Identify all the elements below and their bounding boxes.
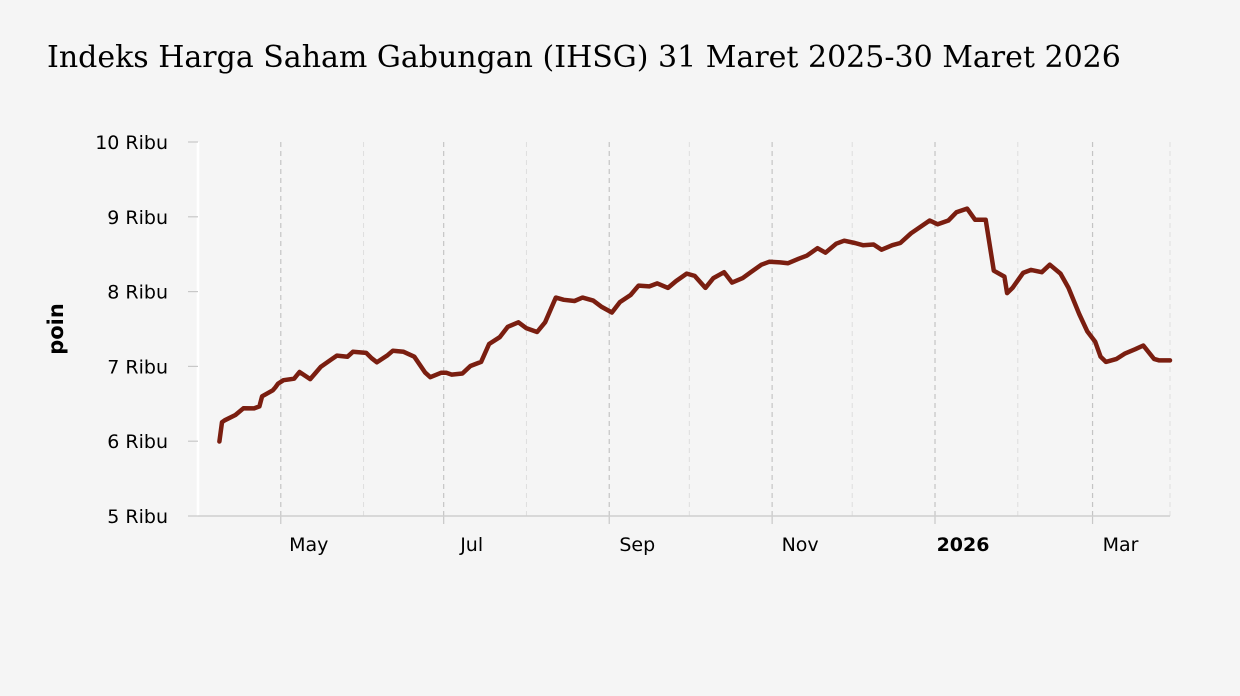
x-tick-label: Nov [782,534,819,556]
series-layer [217,206,1173,444]
y-tick-label: 5 Ribu [107,506,168,528]
y-tick-label: 7 Ribu [107,356,168,378]
y-axis-title: poin [44,303,68,355]
y-tick-label: 10 Ribu [95,132,168,154]
x-tick-label: Jul [459,534,483,556]
y-axis-ticks: 5 Ribu 6 Ribu 7 Ribu 8 Ribu 9 Ribu 10 Ribu [95,132,168,528]
x-tick-label: 2026 [937,534,990,556]
axes [188,141,1170,524]
gridlines [280,142,1171,516]
x-tick-label: Sep [619,534,655,556]
y-tick-label: 8 Ribu [107,282,168,304]
x-tick-label: May [289,534,328,556]
y-tick-label: 9 Ribu [107,207,168,229]
x-axis-ticks: May Jul Sep Nov 2026 Mar [289,534,1139,556]
series-line [217,206,1173,444]
x-tick-label: Mar [1103,534,1139,556]
y-tick-label: 6 Ribu [107,431,168,453]
chart-title: Indeks Harga Saham Gabungan (IHSG) 31 Ma… [47,40,1121,75]
